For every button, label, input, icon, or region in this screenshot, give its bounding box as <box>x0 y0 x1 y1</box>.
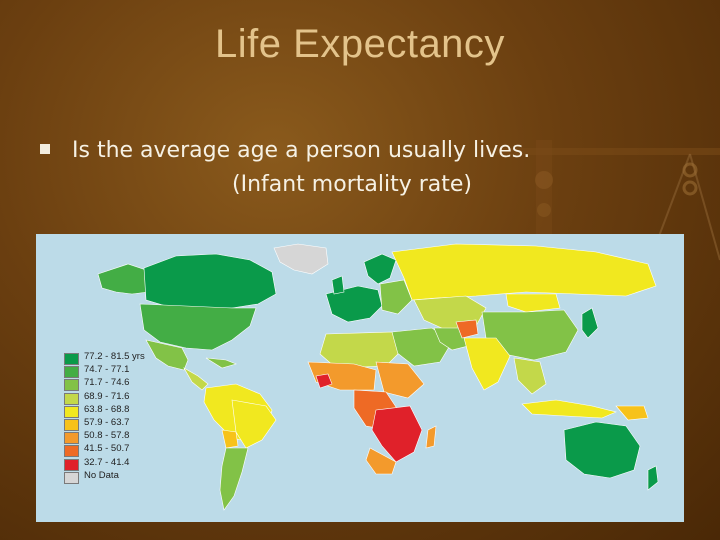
world-map-svg <box>97 243 659 511</box>
southern-africa <box>365 447 397 475</box>
indonesia <box>521 399 617 419</box>
legend-swatch <box>64 353 79 365</box>
legend-swatch <box>64 418 79 431</box>
legend-swatch <box>64 392 79 405</box>
papua <box>615 405 649 421</box>
legend-label: 57.9 - 63.7 <box>84 416 130 428</box>
eastern-europe <box>379 279 413 315</box>
bullet-text: Is the average age a person usually live… <box>72 134 652 202</box>
bullet-square-icon <box>40 144 50 154</box>
greenland <box>273 243 329 275</box>
slide-title: Life Expectancy <box>215 22 505 66</box>
bullet-line-2: (Infant mortality rate) <box>232 172 472 197</box>
japan <box>581 307 599 339</box>
world-life-expectancy-map: 77.2 - 81.5 yrs 74.7 - 77.1 71.7 - 74.6 … <box>36 234 684 522</box>
southern-africa-red <box>371 405 423 463</box>
russia <box>391 243 657 301</box>
legend-label: 41.5 - 50.7 <box>84 443 130 455</box>
mongolia <box>505 293 561 313</box>
usa <box>139 303 257 351</box>
legend-swatch <box>64 379 79 392</box>
sierra-leone <box>315 373 333 389</box>
alaska <box>97 263 149 295</box>
uk <box>331 275 345 295</box>
legend-label: 68.9 - 71.6 <box>84 390 130 402</box>
nordic <box>363 253 397 285</box>
legend-swatch <box>64 445 79 458</box>
india <box>463 337 511 391</box>
legend-swatch <box>64 405 79 418</box>
legend-label: 50.8 - 57.8 <box>84 430 130 442</box>
legend-swatch <box>64 471 79 484</box>
madagascar <box>425 425 437 449</box>
mexico <box>145 339 189 371</box>
legend-label: 32.7 - 41.4 <box>84 456 130 468</box>
legend-swatch <box>64 458 79 471</box>
new-zealand <box>647 465 659 491</box>
legend-swatch <box>64 366 79 379</box>
afghanistan <box>455 319 479 339</box>
legend-label: 74.7 - 77.1 <box>84 364 130 376</box>
southeast-asia <box>513 357 547 395</box>
east-africa-north <box>375 361 425 399</box>
southern-cone <box>219 447 249 511</box>
legend-label: 77.2 - 81.5 yrs <box>84 351 145 362</box>
legend-label: No Data <box>84 469 119 481</box>
australia <box>563 421 641 479</box>
caribbean <box>205 357 237 369</box>
legend-label: 71.7 - 74.6 <box>84 377 130 389</box>
bullet-line-1: Is the average age a person usually live… <box>72 138 531 163</box>
legend-label: 63.8 - 68.8 <box>84 403 130 415</box>
western-europe <box>325 285 383 323</box>
canada <box>143 253 277 309</box>
bolivia <box>221 429 239 449</box>
iran <box>433 327 469 351</box>
legend-swatch <box>64 432 79 445</box>
central-america <box>183 367 209 391</box>
